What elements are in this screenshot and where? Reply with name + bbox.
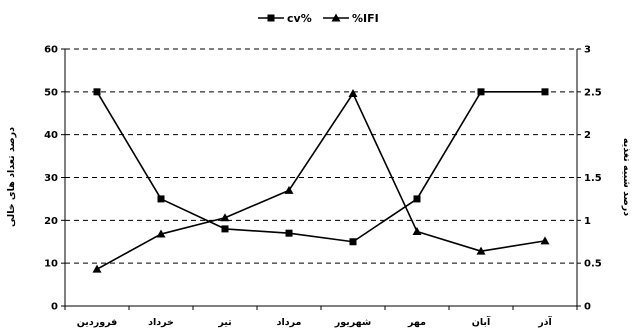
left-tick-label: 60 bbox=[44, 45, 58, 56]
legend: cv% %IFI bbox=[258, 12, 379, 25]
y-axis-label-right: درصد شبیه تغذیه bbox=[621, 138, 632, 216]
left-tick-label: 10 bbox=[44, 259, 58, 270]
data-point-cv bbox=[93, 88, 101, 96]
y-axis-label-left: درصد تعداد های خالی bbox=[6, 127, 17, 227]
right-tick-label: 3 bbox=[584, 45, 591, 56]
category-label: خرداد bbox=[148, 317, 174, 328]
category-label: فروردین bbox=[77, 317, 118, 328]
data-point-cv bbox=[349, 238, 357, 246]
right-tick-label: 2 bbox=[584, 130, 591, 141]
data-point-ifi bbox=[412, 226, 422, 235]
axes bbox=[64, 49, 578, 310]
category-labels: فروردین خرداد تیر مرداد شهریور مهر آبان آذر bbox=[77, 315, 553, 328]
category-label: آذر bbox=[537, 315, 552, 328]
data-point-ifi bbox=[92, 264, 102, 273]
category-label: مهر bbox=[407, 317, 426, 328]
series bbox=[92, 88, 550, 273]
legend-triangle-marker-icon bbox=[331, 13, 341, 22]
right-tick-label: 0 bbox=[584, 302, 591, 313]
category-label: مرداد bbox=[277, 317, 302, 328]
category-label: شهریور bbox=[334, 317, 372, 328]
data-point-cv bbox=[285, 229, 293, 237]
left-tick-label: 0 bbox=[51, 302, 58, 313]
data-point-cv bbox=[541, 88, 549, 96]
right-tick-label: 1 bbox=[584, 216, 591, 227]
category-label: تیر bbox=[217, 317, 231, 328]
gridlines bbox=[65, 48, 577, 264]
right-tick-label: 0.5 bbox=[584, 259, 602, 270]
right-tick-label: 2.5 bbox=[584, 87, 602, 98]
left-tick-label: 40 bbox=[44, 130, 58, 141]
data-point-cv bbox=[413, 195, 421, 203]
data-point-ifi bbox=[220, 213, 230, 222]
series-line-ifi bbox=[96, 92, 546, 270]
right-axis-ticks: 0 0.5 1 1.5 2 2.5 3 bbox=[577, 45, 602, 313]
data-point-cv bbox=[157, 195, 165, 203]
data-point-ifi bbox=[156, 229, 166, 238]
data-point-ifi bbox=[348, 89, 358, 98]
data-point-ifi bbox=[476, 246, 486, 255]
data-point-ifi bbox=[540, 236, 550, 245]
left-axis-ticks: 0 10 20 30 40 50 60 bbox=[44, 45, 65, 313]
data-point-cv bbox=[477, 88, 485, 96]
left-tick-label: 50 bbox=[44, 87, 58, 98]
left-tick-label: 20 bbox=[44, 216, 58, 227]
legend-label-cv: cv% bbox=[287, 12, 312, 25]
series-line-cv bbox=[96, 91, 545, 243]
data-point-ifi bbox=[284, 185, 294, 194]
data-point-cv bbox=[221, 225, 229, 233]
category-label: آبان bbox=[472, 315, 491, 328]
left-tick-label: 30 bbox=[44, 173, 58, 184]
legend-square-marker-icon bbox=[267, 14, 275, 22]
right-tick-label: 1.5 bbox=[584, 173, 602, 184]
legend-label-ifi: %IFI bbox=[352, 12, 379, 25]
